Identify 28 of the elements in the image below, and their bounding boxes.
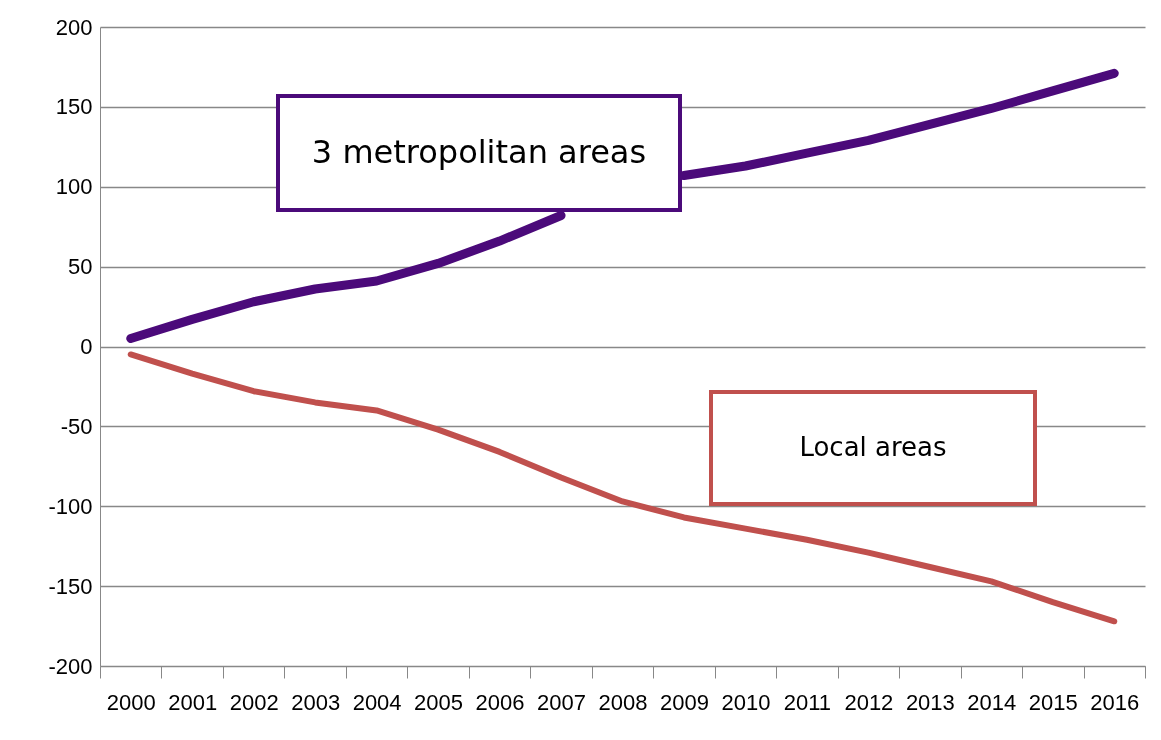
y-tick-label: 50: [68, 254, 93, 280]
x-tick-label: 2010: [721, 689, 771, 715]
x-tick-label: 2015: [1028, 689, 1078, 715]
x-tick-label: 2011: [783, 689, 832, 715]
y-tick-label: 100: [55, 174, 93, 200]
x-tick-label: 2012: [844, 689, 894, 715]
x-tick-label: 2006: [475, 689, 525, 715]
x-tick-label: 2016: [1090, 689, 1140, 715]
y-tick-label: 150: [55, 94, 93, 120]
y-tick-label: 0: [80, 334, 93, 359]
x-tick-label: 2013: [905, 689, 955, 715]
y-tick-label: -100: [48, 493, 93, 519]
x-tick-label: 2014: [967, 689, 1017, 715]
x-tick-label: 2004: [352, 689, 402, 715]
y-tick-label: -50: [60, 413, 93, 439]
x-tick-label: 2007: [537, 689, 587, 715]
y-tick-label: 200: [55, 14, 93, 40]
x-tick-label: 2000: [106, 689, 156, 715]
x-tick-label: 2001: [168, 689, 218, 715]
x-tick-label: 2003: [291, 689, 341, 715]
y-tick-label: -150: [48, 573, 93, 599]
x-tick-label: 2009: [659, 689, 709, 715]
x-tick-label: 2008: [598, 689, 648, 715]
text: Local areas: [799, 432, 947, 462]
x-tick-label: 2005: [414, 689, 464, 715]
y-tick-label: -200: [48, 653, 93, 679]
x-tick-label: 2002: [229, 689, 279, 715]
series-label: 3 metropolitan areas: [311, 133, 647, 171]
